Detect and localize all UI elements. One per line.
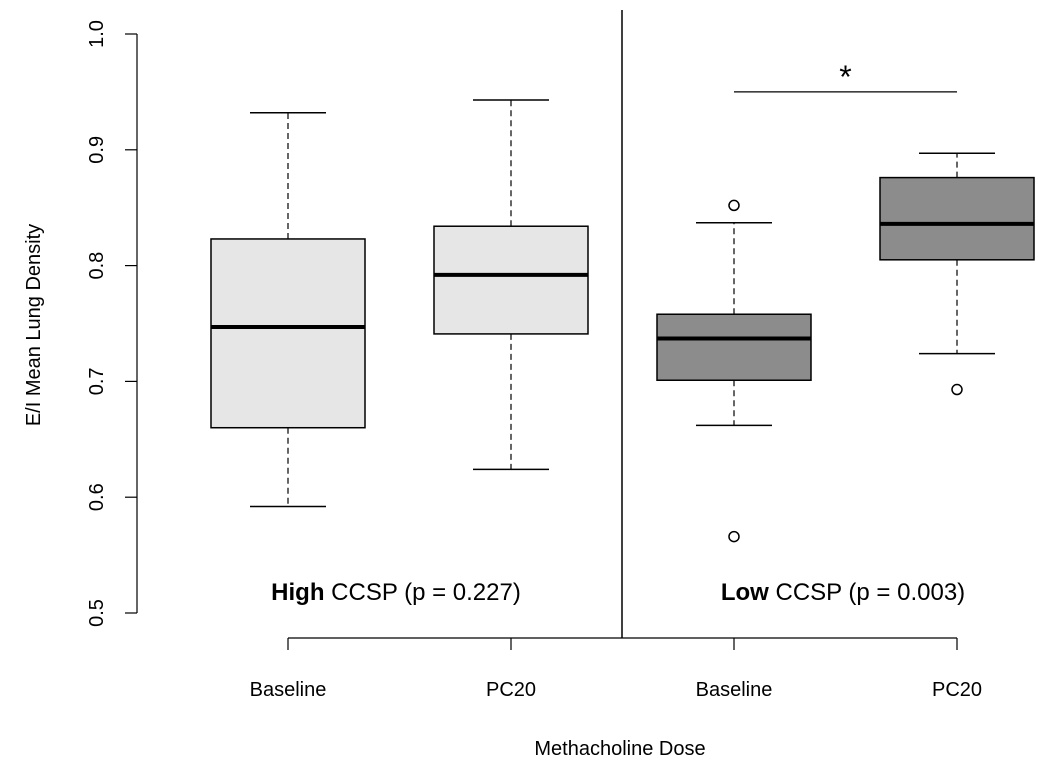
y-tick-label: 0.9 bbox=[86, 136, 108, 164]
box-4 bbox=[879, 152, 1035, 396]
box-iqr bbox=[879, 176, 1035, 261]
panel-label-high: High CCSP (p = 0.227) bbox=[271, 579, 521, 606]
box-2 bbox=[433, 99, 589, 471]
significance-bracket: * bbox=[734, 59, 957, 95]
box-iqr bbox=[656, 313, 812, 381]
panel-label-low-bold: Low bbox=[721, 579, 769, 606]
y-tick-label: 0.5 bbox=[86, 599, 108, 627]
y-axis-ticks: 0.5 0.6 0.7 0.8 0.9 1.0 bbox=[86, 20, 137, 627]
panel-label-low-rest: CCSP (p = 0.003) bbox=[769, 579, 965, 606]
x-tick-label: PC20 bbox=[486, 679, 536, 701]
y-axis: 0.5 0.6 0.7 0.8 0.9 1.0 bbox=[86, 20, 138, 627]
boxes bbox=[210, 99, 1035, 543]
y-tick-label: 0.7 bbox=[86, 367, 108, 395]
box-1 bbox=[210, 111, 366, 508]
panel-label-high-bold: High bbox=[271, 579, 324, 606]
panel-label-low: Low CCSP (p = 0.003) bbox=[721, 579, 965, 606]
x-tick-label: PC20 bbox=[932, 679, 982, 701]
outlier-point bbox=[728, 530, 740, 543]
x-axis-ticks: Baseline PC20 Baseline PC20 bbox=[250, 638, 982, 701]
y-tick-label: 0.8 bbox=[86, 252, 108, 280]
x-tick-label: Baseline bbox=[696, 679, 773, 701]
outlier-point bbox=[951, 383, 963, 396]
panel-label-high-rest: CCSP (p = 0.227) bbox=[325, 579, 521, 606]
x-tick-label: Baseline bbox=[250, 679, 327, 701]
y-tick-label: 1.0 bbox=[86, 20, 108, 48]
y-tick-label: 0.6 bbox=[86, 483, 108, 511]
box-iqr bbox=[210, 238, 366, 429]
box-3 bbox=[656, 199, 812, 543]
y-axis-title: E/I Mean Lung Density bbox=[23, 224, 45, 426]
significance-star: * bbox=[839, 59, 851, 95]
x-axis: Baseline PC20 Baseline PC20 bbox=[250, 637, 982, 701]
x-axis-title: Methacholine Dose bbox=[534, 738, 705, 760]
box-iqr bbox=[433, 225, 589, 335]
outlier-point bbox=[728, 199, 740, 212]
